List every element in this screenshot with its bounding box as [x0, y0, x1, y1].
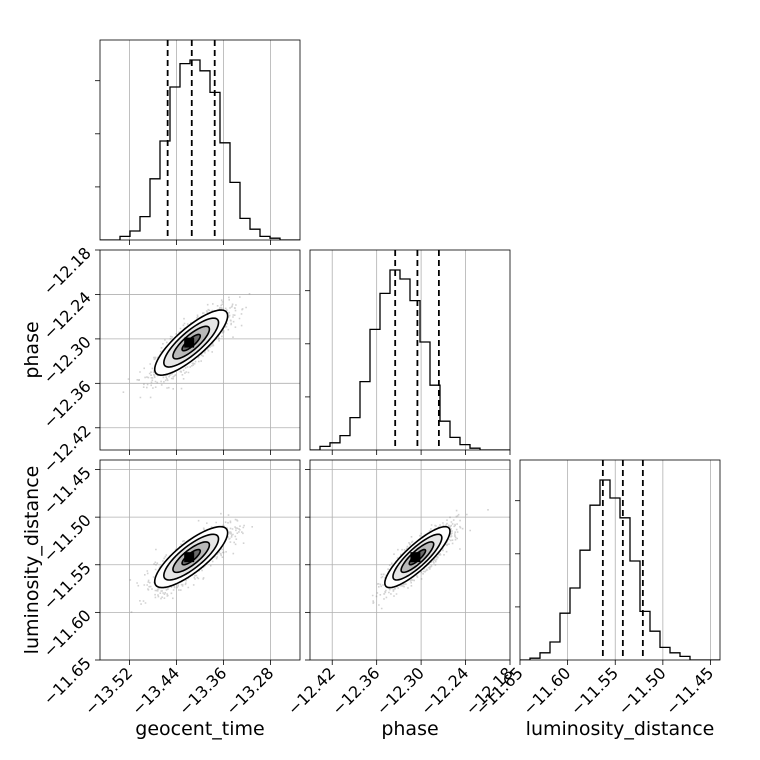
panel-border [99, 39, 301, 241]
panel-joint-geocent_time-phase: −12.42−12.36−12.30−12.24−12.18 [40, 243, 301, 476]
y-tick-label: −12.36 [40, 377, 95, 432]
panel-border [309, 249, 511, 451]
panel-joint-phase-luminosity_distance: −12.42−12.36−12.30−12.24−12.18 [284, 459, 517, 719]
y-tick-label: −12.18 [40, 243, 95, 298]
y-tick-label: −12.24 [40, 288, 95, 343]
x-tick-label: −12.42 [284, 663, 339, 718]
joint-body [129, 512, 253, 613]
histogram-luminosity_distance [520, 479, 720, 660]
hist-body [310, 250, 510, 450]
hist-body [100, 40, 300, 240]
x-tick-label: −12.30 [373, 663, 428, 718]
y-axis-title-phase: phase [21, 321, 43, 378]
histogram-phase [310, 269, 510, 450]
panel-joint-geocent_time-luminosity_distance: −13.52−13.44−13.36−13.28−11.65−11.60−11.… [40, 459, 301, 719]
x-tick-label: −11.55 [567, 663, 622, 718]
density-peak [184, 552, 195, 563]
x-tick-label: −13.28 [222, 663, 277, 718]
x-axis-title-luminosity_distance: luminosity_distance [526, 718, 715, 740]
x-tick-label: −11.45 [662, 663, 717, 718]
x-tick-label: −13.36 [175, 663, 230, 718]
panel-border [99, 459, 301, 661]
x-axis-title-geocent_time: geocent_time [135, 718, 264, 740]
x-tick-label: −11.60 [519, 663, 574, 718]
panel-hist-geocent_time [95, 39, 301, 245]
density-peak [410, 552, 421, 563]
panel-border [309, 459, 511, 661]
x-tick-label: −11.50 [614, 663, 669, 718]
y-tick-label: −11.55 [40, 558, 95, 613]
histogram-geocent_time [100, 59, 300, 240]
x-tick-label: −12.24 [417, 663, 472, 718]
panel-hist-phase [305, 249, 511, 455]
hist-body [520, 460, 720, 660]
x-axis-title-phase: phase [381, 718, 438, 740]
panel-border [99, 249, 301, 451]
joint-body [122, 293, 251, 399]
x-tick-label: −13.44 [128, 663, 183, 718]
x-tick-label: −12.36 [328, 663, 383, 718]
y-tick-label: −11.50 [40, 511, 95, 566]
panel-border [519, 459, 721, 661]
joint-body [371, 509, 489, 610]
y-tick-label: −12.30 [40, 332, 95, 387]
y-axis-title-luminosity_distance: luminosity_distance [21, 466, 43, 655]
y-tick-label: −11.60 [40, 606, 95, 661]
density-peak [184, 337, 195, 348]
